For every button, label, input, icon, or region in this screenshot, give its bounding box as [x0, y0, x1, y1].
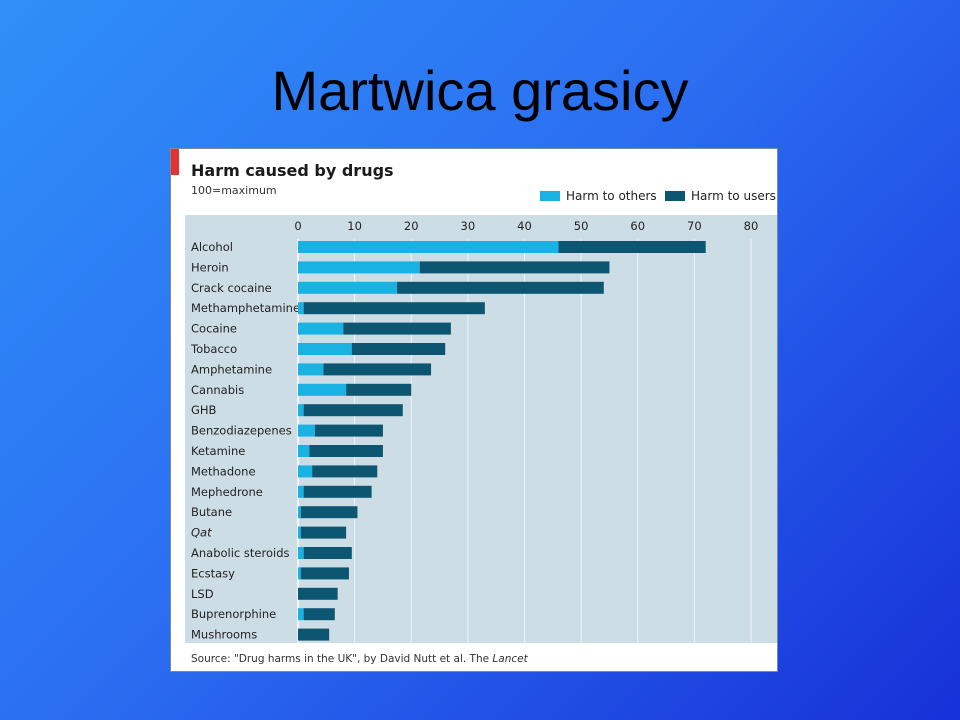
source-text: Source: "Drug harms in the UK", by David…	[191, 653, 493, 665]
bar-harm-to-users-buprenorphine	[303, 608, 335, 621]
bar-harm-to-users-butane	[300, 506, 358, 519]
x-tick-label-0: 0	[294, 219, 301, 233]
category-label-cocaine: Cocaine	[191, 322, 237, 336]
chart-figure: Harm caused by drugs 100=maximum Harm to…	[170, 148, 778, 672]
chart-subtitle: 100=maximum	[191, 184, 277, 197]
bar-harm-to-others-alcohol	[298, 241, 559, 253]
x-tick-label-70: 70	[687, 219, 702, 233]
legend-swatch-harm-to-users	[665, 191, 685, 201]
bar-harm-to-others-ecstasy	[298, 567, 301, 580]
bar-harm-to-users-cocaine	[343, 322, 451, 335]
x-tick-label-20: 20	[404, 219, 419, 233]
bar-harm-to-others-amphetamine	[298, 363, 324, 376]
legend-item-harm-to-others: Harm to others	[540, 189, 657, 203]
x-tick-label-80: 80	[744, 219, 759, 233]
category-label-butane: Butane	[191, 505, 232, 519]
bar-chart: 0 10 20 30 40 50 60 70 80 Alcohol Heroin Crack coca…	[185, 215, 777, 643]
bar-harm-to-users-methadone	[312, 465, 378, 478]
x-tick-label-30: 30	[461, 219, 476, 233]
bar-harm-to-users-anabolic-steroids	[303, 547, 352, 559]
x-tick-label-50: 50	[574, 219, 589, 233]
bar-harm-to-users-alcohol	[558, 241, 706, 253]
category-label-tobacco: Tobacco	[190, 342, 237, 356]
x-tick-label-60: 60	[630, 219, 645, 233]
category-label-heroin: Heroin	[191, 260, 229, 274]
bar-harm-to-users-methamphetamine	[303, 302, 485, 315]
bar-harm-to-users-crack-cocaine	[397, 281, 604, 294]
x-tick-label-10: 10	[347, 219, 362, 233]
category-label-methadone: Methadone	[191, 464, 256, 478]
bar-harm-to-others-benzodiazepenes	[298, 424, 315, 437]
bar-harm-to-users-cannabis	[346, 383, 412, 396]
bar-harm-to-others-tobacco	[298, 343, 352, 355]
bar-harm-to-users-mushrooms	[298, 628, 330, 641]
bar-harm-to-others-butane	[298, 506, 301, 519]
category-label-methamphetamine: Methamphetamine	[191, 301, 300, 315]
bar-harm-to-others-ketamine	[298, 445, 310, 457]
x-tick-label-40: 40	[517, 219, 532, 233]
bar-harm-to-others-methamphetamine	[298, 302, 304, 315]
red-accent-tab	[171, 149, 179, 175]
bar-harm-to-others-crack-cocaine	[298, 281, 398, 294]
legend-item-harm-to-users: Harm to users	[665, 189, 776, 203]
bar-harm-to-users-mephedrone	[303, 485, 372, 498]
category-label-cannabis: Cannabis	[191, 383, 244, 397]
bar-harm-to-users-ecstasy	[300, 567, 349, 580]
category-label-amphetamine: Amphetamine	[191, 362, 272, 376]
chart-title: Harm caused by drugs	[191, 161, 394, 180]
category-label-mushrooms: Mushrooms	[191, 628, 257, 642]
category-label-anabolic-steroids: Anabolic steroids	[191, 546, 289, 560]
category-label-crack-cocaine: Crack cocaine	[191, 281, 272, 295]
bar-harm-to-others-cannabis	[298, 383, 347, 396]
bar-harm-to-users-benzodiazepenes	[314, 424, 383, 437]
category-label-alcohol: Alcohol	[191, 240, 233, 254]
bar-harm-to-users-ghb	[303, 404, 403, 417]
category-label-buprenorphine: Buprenorphine	[191, 607, 276, 621]
bar-harm-to-users-qat	[300, 526, 347, 539]
category-label-ketamine: Ketamine	[191, 444, 245, 458]
bar-harm-to-others-ghb	[298, 404, 304, 417]
bar-harm-to-others-heroin	[298, 261, 420, 274]
bar-harm-to-users-amphetamine	[323, 363, 432, 376]
bar-harm-to-users-ketamine	[309, 445, 383, 457]
legend-label-harm-to-users: Harm to users	[691, 189, 776, 203]
bar-harm-to-others-mephedrone	[298, 485, 304, 498]
bar-harm-to-users-heroin	[419, 261, 610, 274]
bar-harm-to-others-qat	[298, 526, 301, 539]
bar-harm-to-users-lsd	[298, 587, 338, 600]
category-label-lsd: LSD	[191, 587, 214, 601]
bar-harm-to-others-buprenorphine	[298, 608, 304, 621]
bar-harm-to-users-tobacco	[351, 343, 446, 355]
chart-source: Source: "Drug harms in the UK", by David…	[191, 653, 528, 665]
legend-swatch-harm-to-others	[540, 191, 560, 201]
source-journal: Lancet	[492, 653, 528, 665]
category-label-ghb: GHB	[191, 403, 217, 417]
bar-harm-to-others-methadone	[298, 465, 313, 478]
slide-title: Martwica grasicy	[271, 59, 689, 122]
category-label-mephedrone: Mephedrone	[191, 485, 263, 499]
category-label-ecstasy: Ecstasy	[191, 566, 235, 580]
bar-harm-to-others-cocaine	[298, 322, 344, 335]
category-label-benzodiazepenes: Benzodiazepenes	[191, 424, 292, 438]
category-label-qat: Qat	[191, 526, 212, 540]
legend-label-harm-to-others: Harm to others	[566, 189, 657, 203]
bar-harm-to-others-anabolic-steroids	[298, 547, 304, 559]
